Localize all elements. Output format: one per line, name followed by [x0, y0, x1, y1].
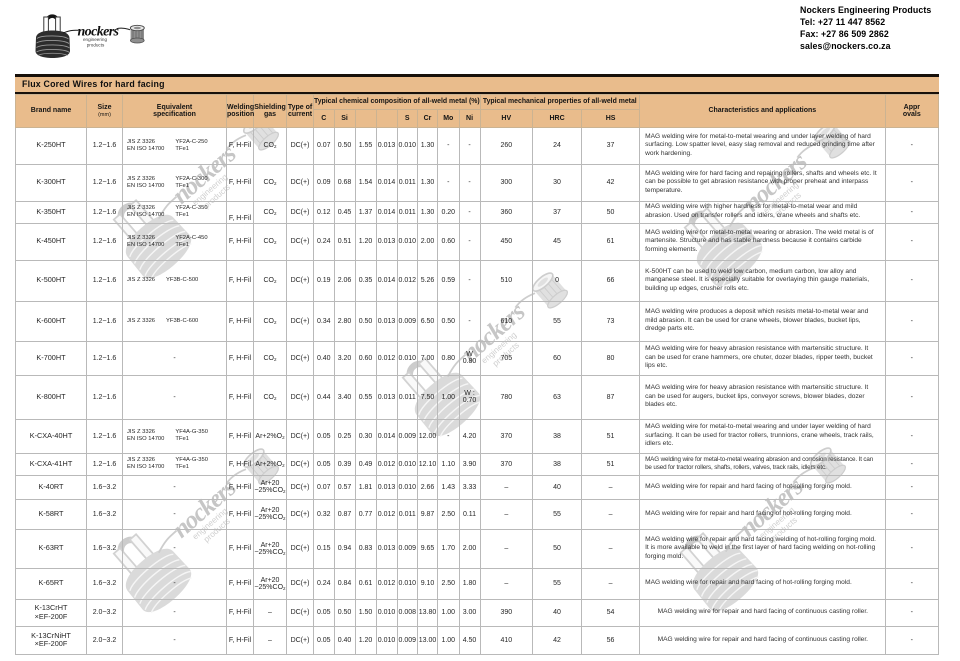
- svg-text:nockers: nockers: [78, 25, 120, 40]
- svg-text:engineering: engineering: [83, 37, 107, 42]
- svg-text:products: products: [87, 42, 105, 47]
